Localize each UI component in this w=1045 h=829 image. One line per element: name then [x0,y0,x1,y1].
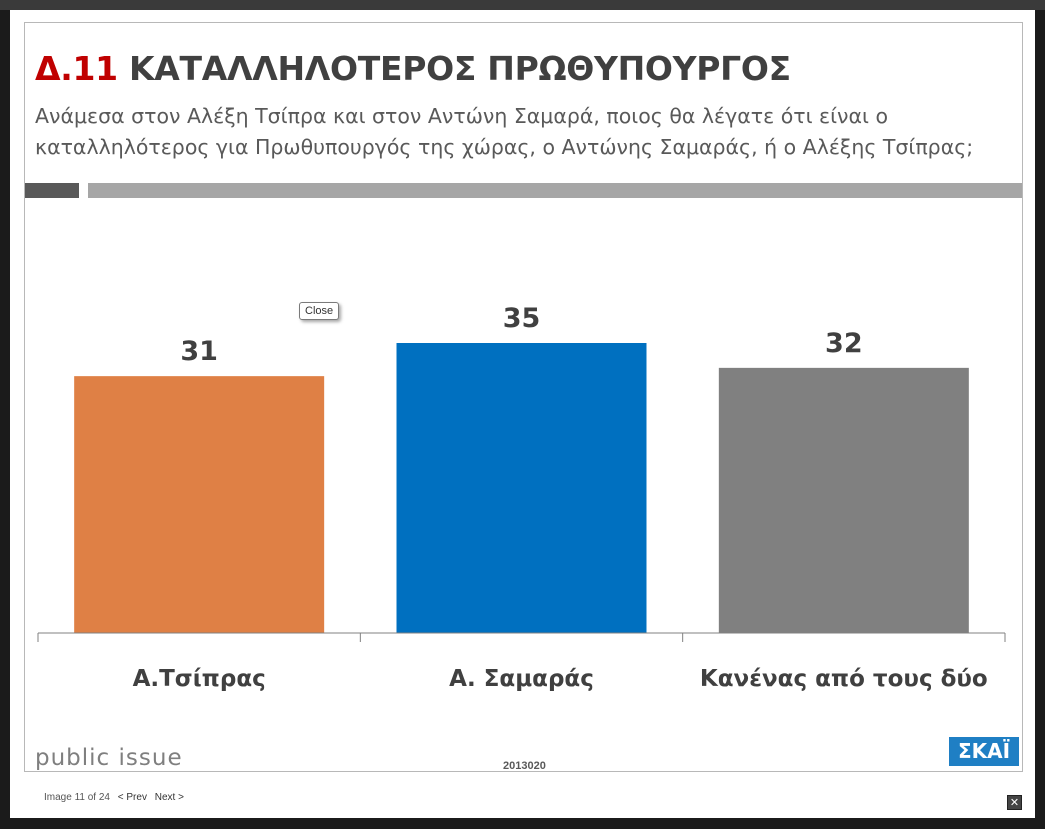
category-label: Κανένας από τους δύο [700,666,988,692]
title-text: ΚΑΤΑΛΛΗΛΟΤΕΡΟΣ ΠΡΩΘΥΠΟΥΡΓΟΣ [129,49,791,88]
divider-light [88,183,1022,198]
category-label: Α. Σαμαράς [449,666,594,692]
bar-value-label: 32 [825,328,863,359]
slide-title: Δ.11 ΚΑΤΑΛΛΗΛΟΤΕΡΟΣ ΠΡΩΘΥΠΟΥΡΓΟΣ [35,49,791,88]
bar-3 [718,367,969,633]
bar-2 [396,343,647,633]
bar-chart: 31 Α.Τσίπρας 35 Α. Σαμαράς 32 Κανένας από του… [37,303,1006,692]
bar-value-label: 35 [503,303,541,334]
bar-1 [74,376,325,633]
lightbox-window: Δ.11 ΚΑΤΑΛΛΗΛΟΤΕΡΟΣ ΠΡΩΘΥΠΟΥΡΓΟΣ Ανάμεσα… [10,10,1035,818]
brand-logo: public issue [35,745,183,771]
divider-dark [25,183,79,198]
prev-link[interactable]: < Prev [117,792,147,803]
close-tooltip[interactable]: Close [299,302,340,320]
lightbox-footer: Image 11 of 24 < Prev Next > [44,792,184,803]
category-label: Α.Τσίπρας [133,666,266,692]
bar-value-label: 31 [180,336,218,367]
survey-code: 2013020 [503,760,546,772]
slide-image: Δ.11 ΚΑΤΑΛΛΗΛΟΤΕΡΟΣ ΠΡΩΘΥΠΟΥΡΓΟΣ Ανάμεσα… [24,22,1023,772]
next-link[interactable]: Next > [154,792,184,803]
question-code: Δ.11 [35,49,118,88]
image-counter: Image 11 of 24 [44,792,110,803]
tv-logo: ΣΚΑΪ [949,737,1019,766]
question-text: Ανάμεσα στον Αλέξη Τσίπρα και στον Αντών… [35,104,974,159]
close-icon[interactable]: ✕ [1007,795,1022,810]
page-backdrop [0,0,1045,10]
